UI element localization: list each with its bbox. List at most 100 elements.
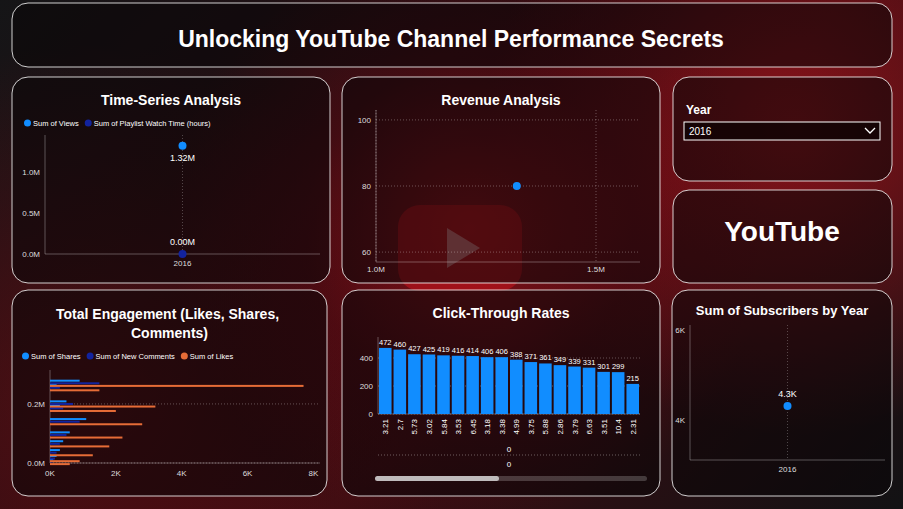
bar — [50, 403, 73, 405]
grid-line — [376, 252, 640, 253]
data-label: 1.32M — [170, 153, 195, 163]
x-tick-label: 8K — [309, 469, 319, 478]
bar — [423, 355, 436, 415]
scatter-point — [513, 182, 521, 190]
y-tick-label: 0 — [369, 410, 374, 419]
chart-panel — [12, 290, 327, 496]
slicer-label: Year — [686, 103, 712, 117]
x-tick-label: 0K — [45, 469, 55, 478]
bar — [466, 356, 479, 414]
bar — [481, 357, 494, 414]
y-axis-line — [690, 325, 691, 460]
bar — [554, 365, 567, 414]
x-tick-label: 2016 — [174, 259, 192, 268]
bar — [50, 452, 57, 454]
logo-text: YouTube — [724, 216, 840, 247]
data-label: 361 — [539, 353, 552, 362]
bar — [50, 407, 63, 409]
x-tick-label: 1.5M — [587, 265, 605, 274]
data-point — [784, 402, 792, 410]
chart-panel — [12, 77, 330, 283]
x-tick-label: 3.51 — [600, 418, 609, 434]
bar — [50, 463, 70, 465]
data-label: 472 — [379, 338, 392, 347]
x-tick-label: 4.99 — [512, 418, 521, 434]
data-label: 371 — [525, 352, 538, 361]
x-tick-label: 3.02 — [425, 418, 434, 434]
data-label: 388 — [510, 350, 523, 359]
y-tick-label: 0.2M — [27, 400, 45, 409]
bar — [525, 362, 538, 414]
x-tick-label: 3.75 — [527, 418, 536, 434]
grid-line — [376, 186, 640, 187]
bar — [50, 431, 70, 433]
y-tick-label: 60 — [362, 248, 371, 257]
legend-marker — [181, 353, 188, 360]
grid-line — [50, 403, 320, 404]
scrollbar-track[interactable] — [375, 476, 647, 481]
bar — [50, 385, 304, 387]
chart-panel — [342, 290, 660, 496]
x-tick-label: 2016 — [779, 465, 797, 474]
data-label: 419 — [437, 345, 450, 354]
legend-marker — [85, 120, 92, 127]
bar — [50, 440, 63, 442]
x-tick-label: 5.88 — [541, 418, 550, 434]
x-tick-label: 2.31 — [629, 418, 638, 434]
bar — [568, 367, 581, 414]
slicer-dropdown[interactable] — [684, 122, 880, 140]
data-label: 331 — [583, 358, 596, 367]
y-tick-label: 400 — [360, 354, 374, 363]
bar — [408, 354, 421, 414]
bar — [626, 384, 639, 414]
x-tick-label: 1.0M — [367, 265, 385, 274]
plot-marks — [784, 402, 792, 410]
dropdown-chevron — [865, 128, 875, 133]
annotation: 0 — [507, 460, 512, 469]
bar — [394, 350, 407, 414]
chart-panel — [672, 290, 892, 496]
plot-marks — [50, 380, 304, 465]
logo-panel — [673, 190, 892, 283]
chart-title: Sum of Subscribers by Year — [696, 303, 868, 318]
bar — [437, 355, 450, 414]
grid-line — [376, 110, 377, 262]
bar — [50, 418, 86, 420]
data-label: 460 — [394, 340, 407, 349]
bar — [50, 421, 80, 423]
chart-title: Time-Series Analysis — [101, 92, 241, 108]
y-tick-label: 80 — [362, 182, 371, 191]
x-tick-label: 6K — [243, 469, 253, 478]
x-tick-label: 4K — [177, 469, 187, 478]
y-tick-label: 200 — [360, 382, 374, 391]
bar — [539, 363, 552, 414]
bar — [50, 437, 122, 439]
bar — [50, 458, 55, 460]
data-label: 339 — [568, 357, 581, 366]
x-tick-label: 3.79 — [571, 418, 580, 434]
data-point — [179, 142, 187, 150]
data-label: 427 — [408, 344, 421, 353]
data-label: 414 — [466, 346, 479, 355]
grid-line — [50, 463, 320, 464]
x-tick-label: 3.38 — [498, 418, 507, 434]
data-label: 215 — [626, 374, 639, 383]
data-label: 301 — [597, 362, 610, 371]
data-label: 406 — [481, 347, 494, 356]
bar — [495, 357, 508, 414]
x-axis-line — [376, 262, 640, 263]
x-tick-label: 6.63 — [585, 418, 594, 434]
y-tick-label: 0.0M — [22, 250, 40, 259]
scrollbar-thumb[interactable] — [375, 476, 499, 481]
slicer-value: 2016 — [689, 126, 712, 137]
bar — [612, 372, 625, 414]
y-tick-label: 0.5M — [22, 209, 40, 218]
x-tick-label: 6.45 — [469, 418, 478, 434]
x-tick-label: 2.7 — [396, 418, 405, 430]
x-tick-label: 3.18 — [483, 418, 492, 434]
legend-marker — [24, 120, 31, 127]
dashboard: Unlocking YouTube Channel Performance Se… — [0, 0, 903, 509]
bar — [510, 360, 523, 414]
bar — [50, 449, 60, 451]
plot-marks — [379, 348, 639, 414]
